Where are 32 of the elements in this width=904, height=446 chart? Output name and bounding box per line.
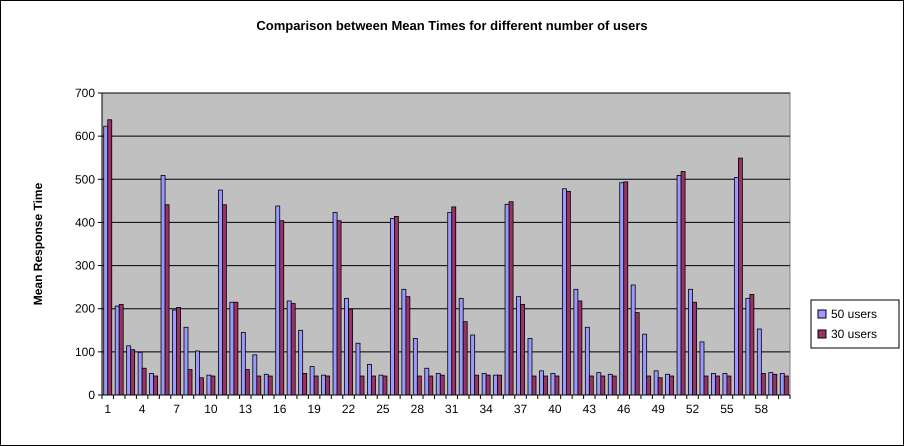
- y-tick-label: 700: [74, 86, 96, 100]
- x-tick-label: 46: [617, 402, 631, 416]
- x-tick-label: 16: [273, 402, 287, 416]
- legend-label: 50 users: [831, 307, 878, 321]
- y-tick-label: 300: [74, 258, 96, 273]
- x-tick-label: 7: [173, 402, 180, 416]
- x-tick-label: 1: [104, 402, 112, 416]
- y-tick-label: 100: [74, 344, 96, 359]
- x-tick-label: 25: [376, 402, 390, 416]
- x-tick-label: 40: [548, 402, 562, 416]
- y-tick-label: 500: [74, 172, 96, 186]
- y-tick-label: 0: [88, 388, 96, 402]
- x-tick-label: 55: [720, 402, 734, 416]
- y-tick-label: 200: [74, 302, 96, 316]
- y-tick-label: 600: [74, 129, 96, 144]
- x-tick-label: 28: [410, 402, 424, 416]
- x-tick-label: 10: [204, 402, 218, 416]
- x-tick-label: 43: [582, 402, 596, 416]
- x-tick-label: 34: [479, 402, 494, 416]
- x-tick-label: 4: [138, 402, 146, 416]
- y-tick-label: 400: [74, 215, 96, 230]
- x-tick-label: 37: [514, 402, 528, 416]
- y-axis-title: Mean Response Time: [31, 182, 45, 306]
- chart-title: Comparison between Mean Times for different number of users: [256, 18, 648, 33]
- x-tick-label: 31: [445, 402, 459, 416]
- x-tick-label: 22: [342, 402, 356, 416]
- x-tick-label: 13: [238, 402, 252, 416]
- x-tick-label: 19: [307, 402, 322, 416]
- x-tick-label: 58: [754, 402, 768, 416]
- legend-label: 30 users: [831, 327, 878, 341]
- x-tick-label: 52: [686, 402, 700, 416]
- x-tick-label: 49: [651, 402, 666, 416]
